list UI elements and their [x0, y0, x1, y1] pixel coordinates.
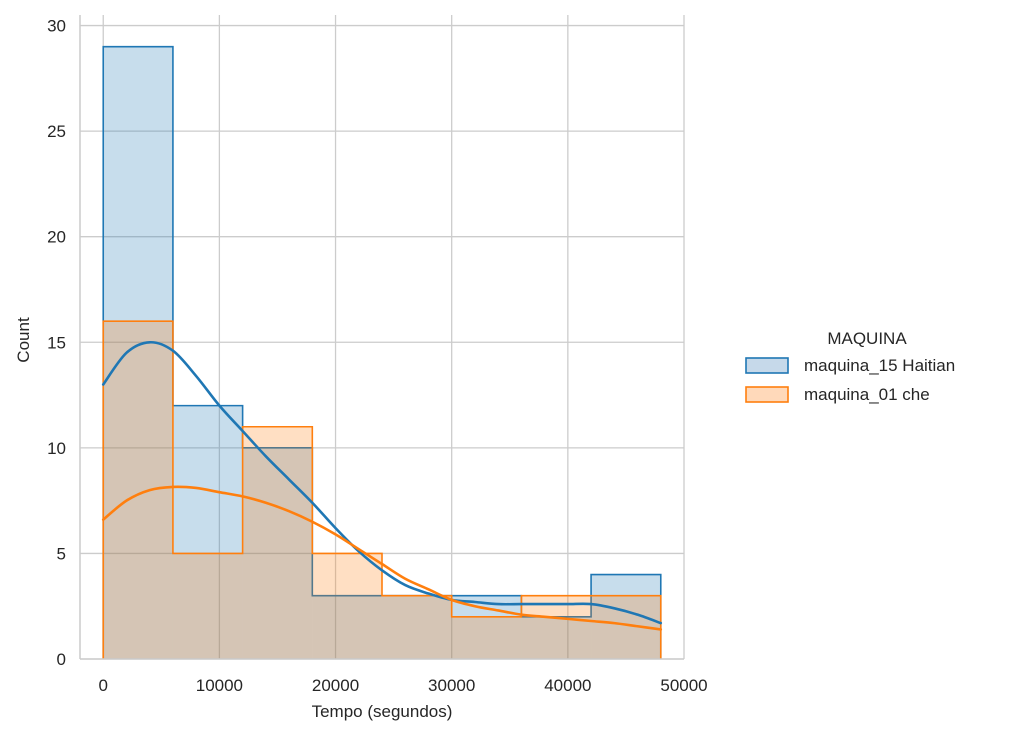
histogram-bars: [102, 45, 662, 660]
legend-swatch-maquina-01: [745, 386, 789, 403]
histogram-bar: [312, 553, 382, 659]
legend: MAQUINA maquina_15 Haitian maquina_01 ch…: [745, 329, 955, 404]
y-tick-label: 5: [57, 544, 66, 563]
histogram-bar: [172, 405, 243, 659]
histogram-bar: [103, 46, 173, 660]
kde-curves: [101, 340, 663, 631]
tick-labels: 0 10000 20000 30000 40000 50000 0 5 10 15 20 25 30: [47, 17, 708, 695]
histogram-bar: [521, 595, 592, 659]
histogram-bar: [103, 321, 173, 659]
histogram-bar: [242, 447, 313, 659]
histogram-bar: [382, 595, 452, 659]
kde-curve: [101, 340, 663, 625]
y-tick-label: 30: [47, 17, 66, 36]
x-tick-label: 20000: [312, 676, 359, 695]
x-tick-label: 0: [98, 676, 107, 695]
histogram-bar: [591, 574, 661, 659]
x-tick-label: 50000: [660, 676, 707, 695]
grid-lines: [80, 15, 685, 660]
y-tick-label: 25: [47, 122, 66, 141]
x-tick-label: 10000: [196, 676, 243, 695]
kde-curve: [101, 485, 663, 631]
legend-label-maquina-15: maquina_15 Haitian: [804, 356, 955, 375]
histogram-bar: [172, 553, 243, 659]
y-tick-label: 15: [47, 333, 66, 352]
histogram-bar: [451, 595, 522, 659]
histogram-bar: [521, 616, 592, 659]
legend-title: MAQUINA: [827, 329, 907, 348]
y-tick-label: 0: [57, 650, 66, 669]
x-tick-label: 40000: [544, 676, 591, 695]
histogram-bar: [382, 595, 452, 659]
histogram-step-outline: [102, 320, 662, 659]
x-axis-label: Tempo (segundos): [312, 702, 453, 721]
legend-swatch-maquina-15: [745, 357, 789, 374]
histogram-bar: [312, 595, 382, 659]
axis-spines: [79, 15, 684, 660]
histogram-bar: [451, 616, 522, 659]
histogram-bar: [242, 426, 313, 659]
legend-label-maquina-01: maquina_01 che: [804, 385, 930, 404]
x-tick-label: 30000: [428, 676, 475, 695]
y-tick-label: 10: [47, 439, 66, 458]
y-tick-label: 20: [47, 228, 66, 247]
y-axis-label: Count: [14, 317, 33, 363]
